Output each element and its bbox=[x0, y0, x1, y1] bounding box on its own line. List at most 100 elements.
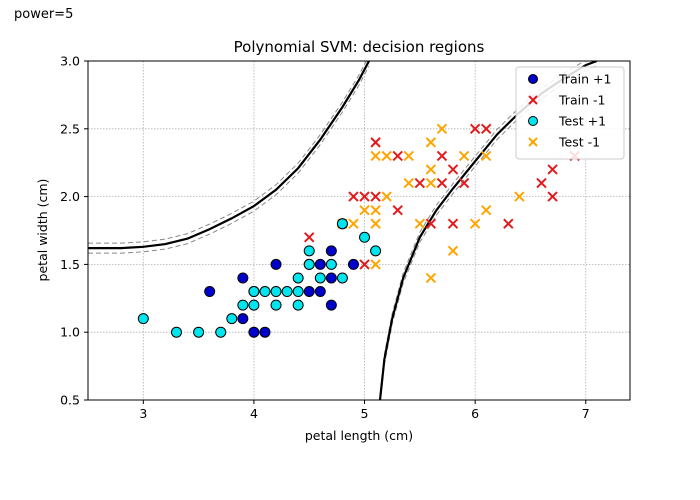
data-point-train-1 bbox=[359, 259, 370, 270]
data-point-train-1 bbox=[414, 177, 426, 189]
legend-marker-stroke bbox=[528, 95, 538, 105]
data-point-test-1 bbox=[425, 137, 437, 148]
data-point-train-1 bbox=[270, 258, 282, 270]
data-point-test-1 bbox=[370, 204, 381, 216]
data-point-test-1-stroke bbox=[403, 177, 414, 189]
data-point-test-1-stroke bbox=[480, 150, 492, 162]
data-point-test-1 bbox=[359, 204, 370, 216]
y-tick-label: 1.0 bbox=[60, 325, 80, 340]
x-tick-label: 5 bbox=[361, 406, 369, 421]
data-point-train-1-stroke bbox=[370, 137, 381, 148]
data-point-train-1 bbox=[436, 150, 448, 162]
data-point-test-1 bbox=[193, 326, 205, 338]
data-point-train-1-stroke bbox=[480, 123, 492, 135]
data-point-test-1 bbox=[425, 177, 437, 189]
data-point-test-1 bbox=[381, 191, 392, 202]
data-point-test-1-stroke bbox=[370, 259, 381, 270]
data-point-test-1 bbox=[303, 245, 315, 257]
data-point-test-1-stroke bbox=[425, 137, 437, 148]
legend-label: Train +1 bbox=[558, 72, 611, 87]
data-point-test-1-stroke bbox=[370, 150, 381, 162]
data-point-test-1 bbox=[403, 150, 414, 162]
data-point-test-1 bbox=[370, 245, 382, 257]
data-point-train-1 bbox=[259, 326, 271, 338]
data-point-test-1-stroke bbox=[359, 204, 370, 216]
data-point-test-1-stroke bbox=[514, 191, 525, 202]
data-point-train-1 bbox=[370, 137, 381, 148]
data-point-train-1 bbox=[237, 313, 249, 325]
data-point-test-1 bbox=[425, 272, 437, 284]
data-point-train-1 bbox=[248, 326, 260, 338]
data-point-train-1-stroke bbox=[469, 123, 481, 135]
data-point-train-1 bbox=[304, 232, 315, 243]
data-point-train-1-stroke bbox=[458, 177, 470, 189]
data-point-train-1-stroke bbox=[447, 218, 459, 229]
data-point-test-1 bbox=[259, 286, 271, 298]
data-point-test-1-stroke bbox=[447, 245, 459, 257]
legend-label: Test +1 bbox=[558, 114, 606, 129]
data-point-train-1 bbox=[359, 191, 370, 202]
margin-line bbox=[88, 61, 367, 244]
data-point-test-1-stroke bbox=[480, 204, 492, 216]
data-point-train-1 bbox=[325, 245, 337, 257]
plot-frame bbox=[87, 60, 631, 401]
data-point-train-1-stroke bbox=[436, 150, 448, 162]
data-point-test-1 bbox=[248, 286, 260, 298]
data-point-train-1 bbox=[480, 123, 492, 135]
data-point-train-1 bbox=[447, 164, 459, 175]
data-point-train-1 bbox=[536, 177, 547, 189]
data-point-train-1 bbox=[547, 164, 558, 175]
data-point-test-1-stroke bbox=[381, 150, 392, 162]
legend-box bbox=[515, 66, 625, 160]
x-tick-label: 3 bbox=[139, 406, 147, 421]
data-point-test-1 bbox=[336, 272, 348, 284]
data-point-train-1-stroke bbox=[370, 191, 381, 202]
data-point-train-1-stroke bbox=[304, 232, 315, 243]
data-point-test-1 bbox=[370, 150, 381, 162]
figure-label: power=5 bbox=[14, 7, 74, 22]
data-point-test-1 bbox=[480, 150, 492, 162]
data-point-train-1-stroke bbox=[536, 177, 547, 189]
data-point-train-1 bbox=[204, 286, 216, 298]
data-point-test-1 bbox=[325, 258, 337, 270]
data-point-test-1 bbox=[281, 286, 293, 298]
data-point-train-1 bbox=[325, 299, 337, 311]
data-point-train-1 bbox=[314, 258, 326, 270]
data-point-test-1 bbox=[215, 326, 227, 338]
data-point-train-1 bbox=[436, 177, 448, 189]
data-point-test-1 bbox=[370, 218, 381, 229]
data-point-test-1 bbox=[359, 231, 371, 243]
data-point-test-1 bbox=[480, 204, 492, 216]
data-point-train-1-stroke bbox=[359, 259, 370, 270]
data-point-test-1 bbox=[458, 150, 470, 162]
data-point-train-1 bbox=[348, 191, 359, 202]
data-point-test-1 bbox=[303, 258, 315, 270]
data-point-test-1 bbox=[292, 272, 304, 284]
data-point-test-1 bbox=[381, 150, 392, 162]
data-point-test-1 bbox=[137, 313, 149, 325]
data-point-train-1 bbox=[325, 272, 337, 284]
data-point-train-1-stroke bbox=[547, 191, 558, 202]
data-point-test-1 bbox=[469, 218, 481, 229]
legend-marker bbox=[528, 74, 538, 84]
data-point-test-1-stroke bbox=[425, 272, 437, 284]
data-point-test-1 bbox=[414, 218, 426, 229]
data-point-train-1-stroke bbox=[348, 191, 359, 202]
data-point-test-1 bbox=[270, 299, 282, 311]
data-point-train-1-stroke bbox=[359, 191, 370, 202]
data-point-train-1 bbox=[458, 177, 470, 189]
y-tick-label: 2.5 bbox=[60, 121, 80, 136]
data-point-train-1 bbox=[469, 123, 481, 135]
data-point-train-1 bbox=[314, 286, 326, 298]
data-point-train-1-stroke bbox=[436, 177, 448, 189]
decision-boundary-line bbox=[88, 61, 370, 250]
data-point-test-1-stroke bbox=[414, 218, 426, 229]
data-point-test-1-stroke bbox=[381, 191, 392, 202]
data-point-test-1-stroke bbox=[425, 177, 437, 189]
legend-marker bbox=[528, 116, 538, 126]
chart-title: Polynomial SVM: decision regions bbox=[234, 38, 485, 56]
data-point-train-1-stroke bbox=[425, 218, 437, 229]
legend-label: Train -1 bbox=[558, 93, 605, 108]
data-point-test-1-stroke bbox=[436, 123, 448, 135]
data-point-test-1 bbox=[237, 299, 249, 311]
